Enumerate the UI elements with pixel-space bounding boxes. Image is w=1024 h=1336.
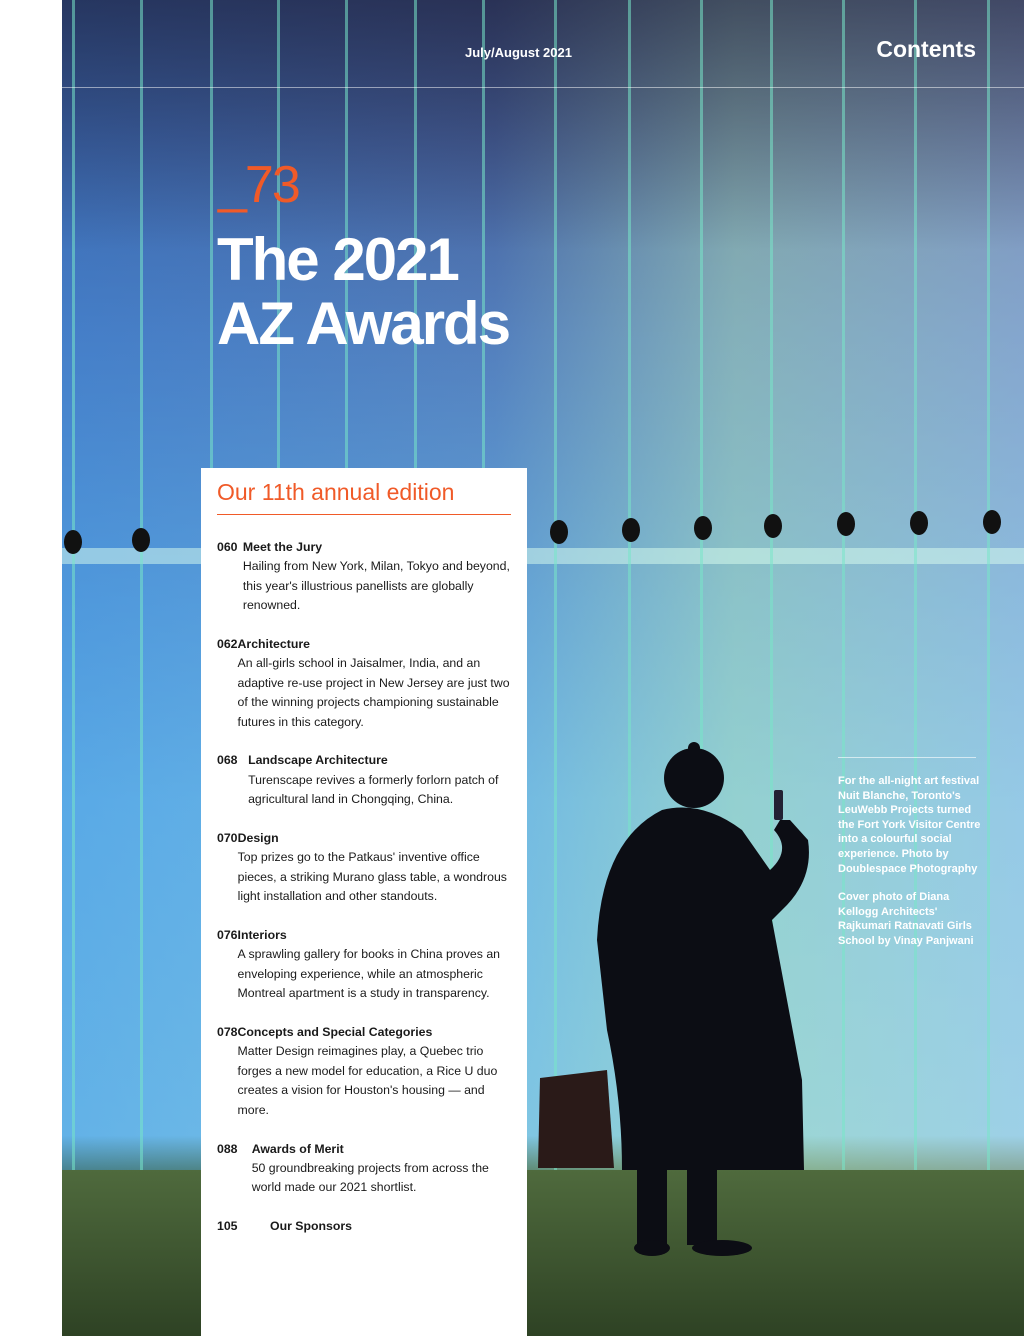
- glass-rod: [987, 0, 990, 1170]
- issue-date: July/August 2021: [465, 45, 572, 60]
- caption-photo-credit: For the all-night art festival Nuit Blan…: [838, 775, 981, 875]
- contents-entry[interactable]: 062 Architecture An all-girls school in Ja…: [217, 635, 517, 732]
- contents-entry[interactable]: 088 Awards of Merit 50 groundbreaking proj…: [217, 1140, 517, 1198]
- glass-rod: [628, 0, 631, 1170]
- contents-entry[interactable]: 070 Design Top prizes go to the Patkaus' i…: [217, 829, 517, 907]
- person-silhouette: [538, 742, 809, 1256]
- entry-page: 076: [217, 928, 238, 943]
- contents-panel: Our 11th annual edition 060 Meet the Jury…: [201, 468, 527, 1336]
- entry-page: 060: [217, 540, 238, 554]
- glass-rod: [914, 0, 917, 1170]
- rod-cap: [910, 511, 928, 535]
- glass-rod: [554, 0, 557, 1170]
- caption-cover-credit: Cover photo of Diana Kellogg Architects'…: [838, 891, 974, 947]
- glass-rod: [842, 0, 845, 1170]
- rod-cap: [983, 510, 1001, 534]
- contents-entry[interactable]: 060 Meet the Jury Hailing from New York, M…: [217, 538, 517, 616]
- photo-caption: For the all-night art festival Nuit Blan…: [838, 774, 988, 963]
- entry-description: Top prizes go to the Patkaus' inventive …: [237, 850, 507, 904]
- contents-entry[interactable]: 105 Our Sponsors: [217, 1217, 517, 1236]
- contents-entry[interactable]: 076 Interiors A sprawling gallery for book…: [217, 926, 517, 1004]
- entry-description: Hailing from New York, Milan, Tokyo and …: [242, 559, 510, 613]
- section-title: Contents: [876, 36, 976, 62]
- entry-title: Architecture: [237, 637, 310, 652]
- rod-cap: [64, 530, 82, 554]
- entry-page: 062: [217, 637, 238, 652]
- caption-rule: [838, 757, 976, 758]
- contents-list: 060 Meet the Jury Hailing from New York, M…: [217, 538, 517, 1256]
- glass-rod: [700, 0, 703, 1170]
- feature-title: The 2021 AZ Awards: [217, 226, 511, 357]
- entry-title: Meet the Jury: [242, 540, 323, 554]
- entry-page: 078: [217, 1025, 238, 1040]
- glass-rod: [140, 0, 143, 1170]
- entry-title: Landscape Architecture: [248, 753, 388, 768]
- entry-page: 105: [217, 1219, 238, 1234]
- panel-heading: Our 11th annual edition: [217, 479, 455, 505]
- glass-rod: [770, 0, 773, 1170]
- title-line: AZ Awards: [217, 290, 511, 357]
- glass-rod: [72, 0, 75, 1170]
- entry-description: Matter Design reimagines play, a Quebec …: [237, 1044, 498, 1117]
- rod-cap: [132, 528, 150, 552]
- rod-cap: [694, 516, 712, 540]
- panel-rule: [217, 514, 511, 515]
- contents-entry[interactable]: 078 Concepts and Special Categories Matter…: [217, 1023, 517, 1120]
- entry-page: 088: [217, 1141, 238, 1156]
- entry-description: A sprawling gallery for books in China p…: [237, 947, 501, 1001]
- feature-number: _73: [218, 156, 301, 214]
- entry-title: Interiors: [237, 928, 287, 943]
- entry-description: An all-girls school in Jaisalmer, India,…: [237, 656, 510, 729]
- header-rule: [62, 87, 1024, 88]
- entry-title: Concepts and Special Categories: [237, 1025, 433, 1040]
- entry-title: Awards of Merit: [251, 1141, 344, 1156]
- rod-cap: [622, 518, 640, 542]
- entry-title: Design: [237, 831, 279, 846]
- rod-cap: [764, 514, 782, 538]
- entry-description: Turenscape revives a formerly forlorn pa…: [248, 772, 499, 807]
- rod-cap: [837, 512, 855, 536]
- entry-page: 068: [217, 753, 238, 768]
- rod-cap: [550, 520, 568, 544]
- entry-description: 50 groundbreaking projects from across t…: [251, 1160, 489, 1195]
- contents-entry[interactable]: 068 Landscape Architecture Turenscape revi…: [217, 751, 517, 809]
- entry-title: Our Sponsors: [270, 1219, 352, 1234]
- entry-page: 070: [217, 831, 238, 846]
- title-line: The 2021: [217, 226, 460, 293]
